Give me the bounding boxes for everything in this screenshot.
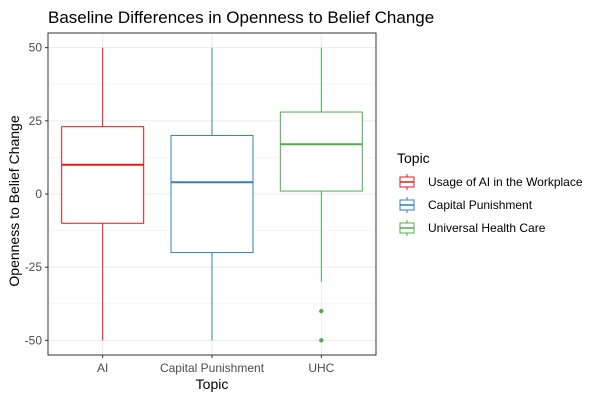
- legend-item: Universal Health Care: [398, 219, 546, 237]
- legend: Topic Usage of AI in the Workplace Capita…: [397, 150, 583, 237]
- legend-label: Universal Health Care: [428, 221, 546, 235]
- box: [61, 126, 145, 224]
- plot-panel: -50 -25 0 25 50 AI Capital Punishment UHC: [25, 32, 377, 375]
- y-tick-label: -50: [25, 333, 43, 347]
- y-tick-label: -25: [25, 260, 43, 274]
- y-tick-label: 0: [35, 187, 42, 201]
- legend-item: Usage of AI in the Workplace: [398, 173, 583, 191]
- legend-label: Capital Punishment: [428, 198, 533, 212]
- boxplot-capital-punishment: [170, 47, 254, 341]
- box: [279, 111, 363, 192]
- legend-title: Topic: [397, 150, 430, 166]
- legend-item: Capital Punishment: [398, 196, 533, 214]
- outlier-point: [319, 308, 324, 314]
- outlier-point: [319, 338, 324, 343]
- boxplot-ai: [61, 47, 145, 341]
- y-tick-label: 50: [29, 41, 43, 55]
- box: [170, 134, 254, 254]
- y-tick-label: 25: [29, 114, 43, 128]
- boxplot-uhc: [279, 47, 363, 343]
- y-axis-title: Openness to Belief Change: [6, 115, 22, 286]
- chart-title: Baseline Differences in Openness to Beli…: [48, 8, 434, 27]
- x-tick-label: AI: [97, 361, 108, 375]
- legend-label: Usage of AI in the Workplace: [428, 175, 583, 189]
- x-axis-title: Topic: [196, 376, 229, 392]
- x-tick-label: Capital Punishment: [160, 361, 265, 375]
- x-tick-label: UHC: [308, 361, 334, 375]
